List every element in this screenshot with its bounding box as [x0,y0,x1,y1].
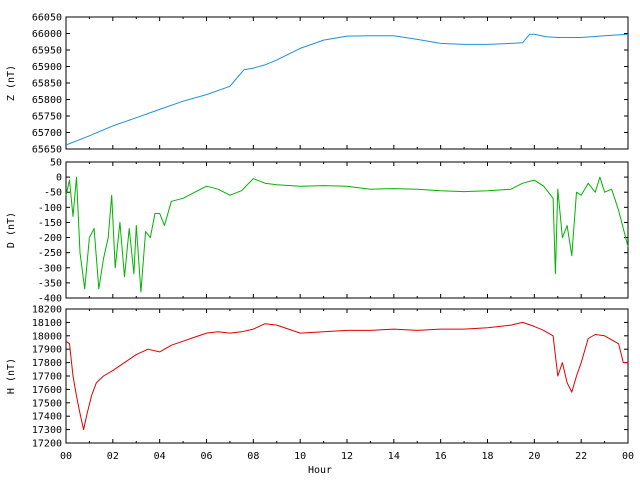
panel-z-ytick-label: 65700 [32,128,62,139]
panel-z-ytick-label: 65900 [32,62,62,73]
panels: 65650 65700 65750 65800 65850 65900 65950 66000… [6,13,634,463]
panel-d-ytick-label: -400 [38,294,62,305]
panel-z-ytick-label: 65950 [32,46,62,57]
panel-h-ytick-label: 17400 [32,412,62,423]
panel-d-ylabel: D (nT) [6,212,17,248]
xtick-label: 16 [435,451,447,462]
panel-d-ytick-label: -350 [38,278,62,289]
xtick-label: 14 [388,451,400,462]
panel-z-series-line [65,33,629,146]
panel-h-ytick-label: 17300 [32,425,62,436]
panel-h-ytick-label: 17200 [32,439,62,450]
panel-d-ytick-label: -100 [38,203,62,214]
xtick-label: 10 [294,451,306,462]
panel-d-ytick-label: -150 [38,218,62,229]
panel-h-ytick-label: 17900 [32,345,62,356]
panel-z-ylabel: Z (nT) [6,65,17,101]
panel-d-series-line [65,176,629,293]
panel-z-ytick-label: 65800 [32,95,62,106]
panel-h-ytick-label: 17600 [32,385,62,396]
panel-h-ytick-label: 17500 [32,398,62,409]
xtick-label: 06 [200,451,212,462]
xtick-label: 18 [481,451,493,462]
xtick-label: 20 [528,451,540,462]
panel-h-ytick-label: 18200 [32,305,62,316]
xtick-label: 12 [341,451,353,462]
panel-h-ytick-label: 17700 [32,372,62,383]
xtick-label: 08 [247,451,259,462]
panel-d-ytick-label: -200 [38,233,62,244]
xtick-label: 04 [154,451,166,462]
xtick-label: 00 [60,451,72,462]
panel-z-ytick-label: 66050 [32,13,62,24]
xtick-label: 22 [575,451,587,462]
panel-h-series-line [65,321,628,431]
panel-d-ytick-label: 0 [56,173,62,184]
panel-h-ytick-label: 17800 [32,358,62,369]
xtick-label: 02 [107,451,119,462]
panel-d-ytick-label: 50 [50,158,62,169]
panel-h-ytick-label: 18100 [32,318,62,329]
panel-z-ytick-label: 65650 [32,145,62,156]
xtick-label: 00 [622,451,634,462]
panel-h-ylabel: H (nT) [6,358,17,394]
x-axis-label: Hour [308,465,332,476]
panel-z-ytick-label: 65750 [32,112,62,123]
panel-h-ytick-label: 18000 [32,331,62,342]
panel-z-ytick-label: 65850 [32,79,62,90]
panel-d-ytick-label: -250 [38,248,62,259]
panel-d-ytick-label: -50 [44,188,62,199]
panel-d-ytick-label: -300 [38,263,62,274]
panel-z-ytick-label: 66000 [32,29,62,40]
